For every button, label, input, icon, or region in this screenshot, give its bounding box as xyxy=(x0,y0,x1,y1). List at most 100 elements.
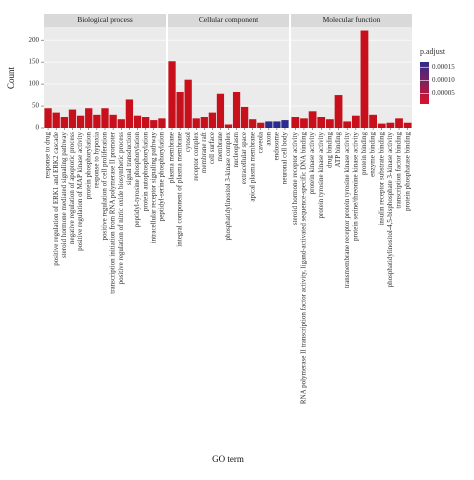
x-tick-label: receptor complex xyxy=(192,132,200,181)
facet-title: Cellular component xyxy=(199,15,259,24)
bar xyxy=(281,120,289,128)
x-tick-label: transcription factor binding xyxy=(395,132,403,209)
bar xyxy=(343,121,352,128)
bar xyxy=(158,118,166,128)
bar xyxy=(101,108,109,128)
bar xyxy=(249,119,257,128)
x-tick-label: plasma membrane xyxy=(168,132,176,183)
facet-strip xyxy=(44,14,166,27)
bar xyxy=(317,117,326,128)
x-tick-label: protein serine/threonine kinase activity xyxy=(351,132,359,242)
x-tick-label: positive regulation of nitric oxide bios… xyxy=(117,132,125,285)
x-tick-label: enzyme binding xyxy=(369,132,377,177)
y-tick-label: 50 xyxy=(32,102,40,110)
bar xyxy=(142,117,150,128)
bar xyxy=(117,119,125,128)
bar xyxy=(326,119,334,128)
colorbar xyxy=(420,62,429,104)
x-tick-label: membrane raft xyxy=(200,132,208,173)
panel-background xyxy=(291,27,412,128)
bar xyxy=(377,123,386,128)
x-tick-label: neuronal cell body xyxy=(281,132,289,185)
bar xyxy=(241,106,249,128)
bar xyxy=(150,120,158,128)
x-tick-label: intracellular receptor signaling pathway xyxy=(149,132,157,244)
x-tick-label: nucleoplasm xyxy=(232,131,240,167)
x-tick-label: positive regulation of MAP kinase activi… xyxy=(76,132,84,251)
bar xyxy=(68,109,77,128)
y-tick-label: 0 xyxy=(36,124,40,132)
x-tick-label: insulin receptor substrate binding xyxy=(377,132,385,226)
x-tick-label: protein binding xyxy=(360,132,368,175)
bar xyxy=(291,117,300,128)
x-tick-label: RNA polymerase II transcription factor a… xyxy=(300,132,308,405)
bar xyxy=(168,61,176,128)
x-tick-label: protein autophosphorylation xyxy=(141,132,149,212)
x-tick-label: phosphatidylinositol-4,5-bisphosphate 3-… xyxy=(386,132,394,288)
bar xyxy=(216,93,225,128)
x-axis-title: GO term xyxy=(212,454,244,464)
bar xyxy=(176,91,184,128)
x-tick-label: response to hypoxia xyxy=(92,131,100,188)
facet-title: Biological process xyxy=(77,15,133,24)
bar xyxy=(395,118,403,128)
bar xyxy=(386,122,395,128)
x-tick-label: protein phosphorylation xyxy=(84,132,92,200)
bar xyxy=(360,30,369,128)
legend-title: p.adjust xyxy=(420,47,446,56)
bar xyxy=(403,122,412,128)
x-tick-label: cell surface xyxy=(208,132,216,164)
y-tick-label: 150 xyxy=(29,58,40,66)
x-tick-label: steroid hormone mediated signaling pathw… xyxy=(60,132,68,258)
colorbar-label: 0.00005 xyxy=(432,89,455,97)
x-tick-label: axon xyxy=(264,132,272,146)
x-tick-label: signal transduction xyxy=(125,132,133,186)
x-tick-label: transcription initiation from RNA polyme… xyxy=(109,131,117,293)
x-tick-label: extracellular space xyxy=(240,132,248,184)
bar xyxy=(93,114,101,128)
bar xyxy=(208,112,216,128)
bar xyxy=(257,122,265,128)
x-tick-label: integral component of plasma membrane xyxy=(176,132,184,247)
bar xyxy=(52,112,60,128)
facet-strip xyxy=(168,14,289,27)
y-axis-title: Count xyxy=(6,67,16,90)
x-tick-label: peptidyl-serine phosphorylation xyxy=(158,132,166,222)
x-tick-label: endosome xyxy=(273,132,281,160)
x-tick-label: transmembrane receptor protein tyrosine … xyxy=(343,132,351,289)
x-tick-label: caveola xyxy=(256,131,264,153)
x-tick-label: peptidyl-tyrosine phosphorylation xyxy=(133,132,141,228)
x-tick-label: cytosol xyxy=(184,132,192,152)
bar xyxy=(60,117,68,128)
x-tick-label: membrane xyxy=(216,132,224,162)
x-tick-label: drug binding xyxy=(326,132,334,168)
bar xyxy=(109,114,117,128)
bar xyxy=(308,111,317,128)
colorbar-label: 0.00010 xyxy=(432,76,455,84)
bar xyxy=(85,108,93,128)
y-tick-label: 200 xyxy=(29,36,40,44)
x-tick-label: apical plasma membrane xyxy=(248,132,256,202)
facet-title: Molecular function xyxy=(323,15,381,24)
bar xyxy=(351,115,360,128)
colorbar-label: 0.00015 xyxy=(432,63,455,71)
x-tick-label: negative regulation of apoptotic process xyxy=(68,132,76,244)
bar xyxy=(76,115,85,128)
bar xyxy=(300,118,308,128)
x-tick-label: positive regulation of cell proliferatio… xyxy=(101,132,109,241)
bar xyxy=(273,121,281,128)
x-tick-label: ATP binding xyxy=(334,132,342,168)
bar xyxy=(232,91,241,128)
x-tick-label: response to drug xyxy=(44,132,52,179)
bar xyxy=(369,114,377,128)
x-tick-label: protein phosphatase binding xyxy=(403,132,411,211)
bar xyxy=(265,121,273,128)
bar xyxy=(184,79,192,128)
x-tick-label: steroid hormone receptor activity xyxy=(291,132,299,226)
x-tick-label: protein tyrosine kinase activity xyxy=(317,132,325,219)
y-tick-label: 100 xyxy=(29,80,40,88)
x-tick-label: protein kinase activity xyxy=(308,132,316,195)
facet-strip xyxy=(291,14,412,27)
x-tick-label: positive regulation of ERK1 and ERK2 cas… xyxy=(52,132,60,266)
